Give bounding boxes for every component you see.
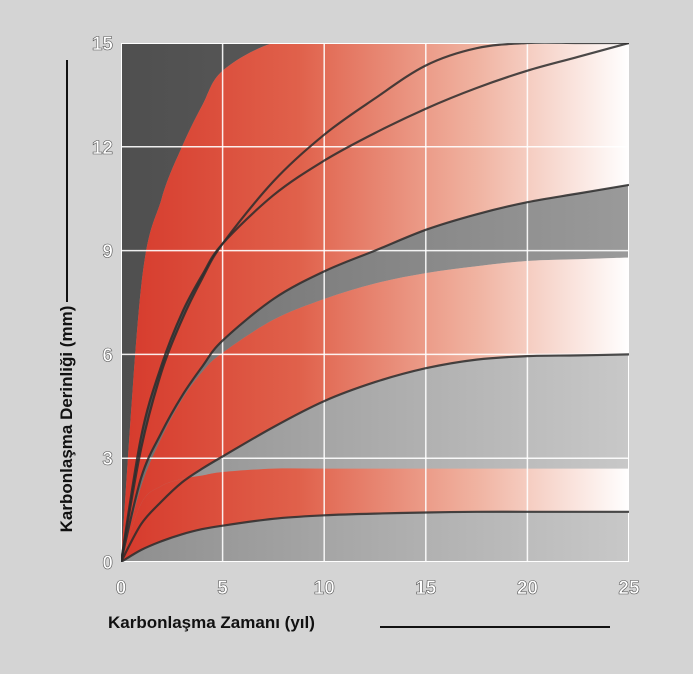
band-red-4 xyxy=(121,43,629,562)
x-tick-label-15: 15 xyxy=(415,578,437,599)
band-grey-2 xyxy=(121,184,629,562)
curve-2 xyxy=(121,353,629,562)
y-axis-title: Karbonlaşma Derinliği (mm) xyxy=(57,306,76,533)
band-red-2 xyxy=(121,257,629,562)
y-tick-label-6: 6 xyxy=(102,345,113,366)
x-tick-label-5: 5 xyxy=(217,578,228,599)
plot-area xyxy=(121,43,629,562)
band-red-3 xyxy=(121,43,629,562)
y-tick-label-0: 0 xyxy=(102,553,113,574)
x-tick-label-10: 10 xyxy=(314,578,335,599)
y-tick-label-3: 3 xyxy=(102,449,113,470)
y-tick-label-15: 15 xyxy=(92,34,114,55)
band-red-1 xyxy=(121,468,629,562)
x-tick-label-20: 20 xyxy=(517,578,538,599)
y-tick-label-12: 12 xyxy=(92,138,113,159)
curve-4 xyxy=(121,183,629,562)
band-grey-bottom xyxy=(121,511,629,562)
curve-1 xyxy=(121,510,629,562)
y-tick-label-9: 9 xyxy=(102,242,113,263)
x-tick-label-25: 25 xyxy=(618,578,640,599)
curve-6 xyxy=(121,43,629,562)
x-axis-title: Karbonlaşma Zamanı (yıl) xyxy=(108,613,315,632)
band-dark-top xyxy=(121,43,629,562)
curve-5 xyxy=(121,43,629,562)
x-tick-label-0: 0 xyxy=(116,578,127,599)
